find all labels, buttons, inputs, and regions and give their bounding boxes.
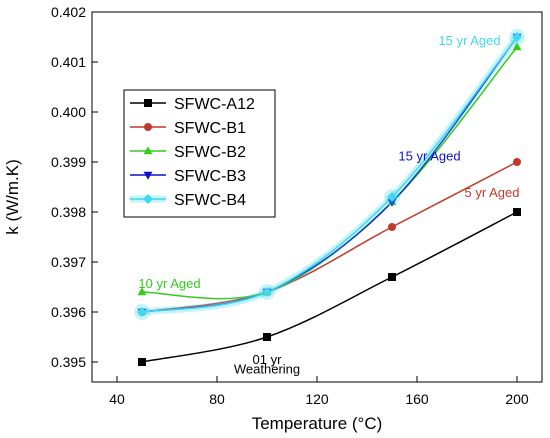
annotation: Weathering — [234, 362, 300, 377]
series-markers — [134, 29, 525, 366]
legend: SFWC-A12 SFWC-B1 SFWC-B2 SFWC-B3 SFWC-B4 — [123, 89, 276, 218]
series-lines — [141, 34, 520, 363]
y-tick-label: 0.399 — [51, 154, 86, 170]
data-point — [388, 273, 396, 281]
legend-label: SFWC-B4 — [174, 192, 246, 209]
annotation: 01 yr — [253, 352, 283, 367]
data-point — [513, 208, 521, 216]
legend-label: SFWC-B3 — [174, 168, 246, 185]
legend-marker — [143, 146, 153, 155]
data-point — [387, 192, 397, 202]
x-tick-label: 120 — [305, 391, 329, 407]
x-axis-title: Temperature (°C) — [252, 414, 383, 433]
data-point — [387, 198, 397, 207]
data-point — [138, 358, 146, 366]
series-line — [141, 161, 518, 313]
series-line — [141, 211, 518, 363]
legend-marker — [144, 99, 152, 107]
y-axis-title: k (W/m.K) — [3, 159, 22, 235]
x-tick-label: 40 — [109, 391, 125, 407]
annotation: 10 yr Aged — [138, 276, 200, 291]
y-tick-label: 0.396 — [51, 304, 86, 320]
data-point — [512, 32, 522, 42]
legend-marker — [143, 171, 153, 180]
data-point — [512, 42, 522, 51]
legend-marker — [143, 194, 153, 204]
y-tick-label: 0.395 — [51, 354, 86, 370]
annotation: 15 yr Aged — [398, 149, 460, 164]
series-line — [141, 36, 518, 313]
data-point — [513, 158, 521, 166]
legend-label: SFWC-B2 — [174, 144, 246, 161]
y-tick-label: 0.401 — [51, 54, 86, 70]
x-tick-label: 160 — [405, 391, 429, 407]
x-tick-label: 200 — [505, 391, 529, 407]
x-tick-label: 80 — [209, 391, 225, 407]
axis-ticks: 40 80 120 160 200 0.395 0.396 0.397 0.398 0.399 0.… — [51, 4, 529, 407]
y-tick-label: 0.400 — [51, 104, 86, 120]
data-point — [137, 307, 147, 317]
annotation: 5 yr Aged — [465, 185, 520, 200]
annotation: 15 yr Aged — [438, 33, 500, 48]
y-tick-label: 0.402 — [51, 4, 86, 20]
legend-label: SFWC-B1 — [174, 120, 246, 137]
data-point — [388, 223, 396, 231]
y-tick-label: 0.397 — [51, 254, 86, 270]
data-point — [137, 287, 147, 296]
data-point — [263, 333, 271, 341]
data-point — [262, 287, 272, 297]
legend-label: SFWC-A12 — [174, 96, 255, 113]
y-tick-label: 0.398 — [51, 204, 86, 220]
legend-marker — [144, 123, 152, 131]
